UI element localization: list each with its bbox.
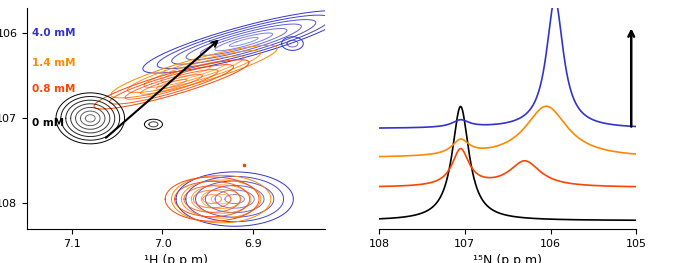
X-axis label: ¹H (p.p.m): ¹H (p.p.m) [144, 254, 208, 263]
Text: 4.0 mM: 4.0 mM [32, 28, 75, 38]
X-axis label: ¹⁵N (p.p.m): ¹⁵N (p.p.m) [473, 254, 542, 263]
Text: 1.4 mM: 1.4 mM [32, 58, 75, 68]
Text: 0.8 mM: 0.8 mM [32, 84, 75, 94]
Text: 0 mM: 0 mM [32, 118, 64, 128]
